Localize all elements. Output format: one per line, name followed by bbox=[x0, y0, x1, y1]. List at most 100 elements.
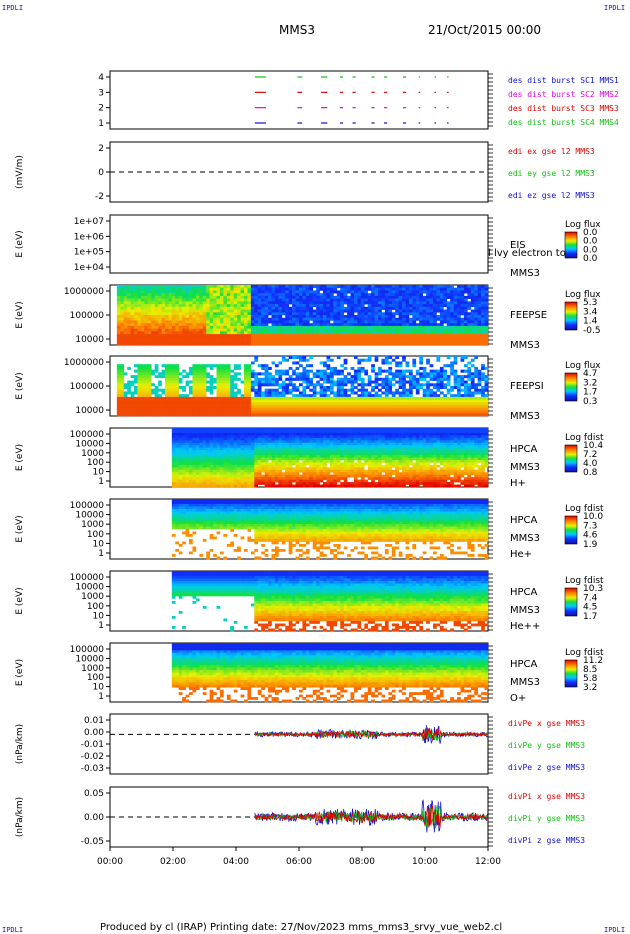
heatmap-cell bbox=[223, 482, 228, 485]
heatmap-cell bbox=[206, 334, 210, 338]
heatmap-cell bbox=[274, 304, 279, 308]
heatmap-cell bbox=[450, 336, 454, 340]
heatmap-cell bbox=[178, 477, 183, 480]
heatmap-cell bbox=[439, 325, 444, 329]
heatmap-cell bbox=[158, 320, 162, 324]
heatmap-cell bbox=[391, 320, 396, 324]
heatmap-cell bbox=[189, 482, 193, 485]
heatmap-cell bbox=[360, 293, 365, 297]
heatmap-cell bbox=[195, 386, 200, 390]
heatmap-cell bbox=[185, 309, 190, 313]
heatmap-cell bbox=[319, 334, 324, 338]
heatmap-cell bbox=[326, 342, 331, 346]
heatmap-cell bbox=[429, 306, 434, 310]
heatmap-cell bbox=[302, 413, 307, 417]
heatmap-cell bbox=[353, 331, 358, 335]
heatmap-cell bbox=[295, 320, 300, 324]
heatmap-cell bbox=[147, 298, 152, 302]
heatmap-cell bbox=[374, 306, 379, 310]
heatmap-cell bbox=[422, 295, 427, 299]
heatmap-cell bbox=[450, 369, 454, 373]
heatmap-cell bbox=[302, 399, 307, 403]
heatmap-cell bbox=[271, 336, 276, 340]
heatmap-cell bbox=[433, 315, 437, 319]
heatmap-cell bbox=[477, 301, 482, 305]
heatmap-cell bbox=[391, 315, 396, 319]
heatmap-cell bbox=[371, 402, 375, 406]
heatmap-cell bbox=[134, 334, 138, 338]
heatmap-cell bbox=[429, 375, 434, 379]
heatmap-cell bbox=[309, 293, 314, 297]
heatmap-cell bbox=[192, 394, 197, 398]
heatmap-cell bbox=[171, 452, 176, 456]
heatmap-cell bbox=[223, 394, 228, 398]
heatmap-cell bbox=[323, 325, 327, 329]
heatmap-cell bbox=[415, 339, 420, 343]
heatmap-cell bbox=[158, 405, 162, 409]
heatmap-cell bbox=[240, 328, 245, 332]
heatmap-cell bbox=[305, 301, 310, 305]
heatmap-cell bbox=[123, 342, 128, 346]
heatmap-cell bbox=[384, 342, 389, 346]
heatmap-cell bbox=[443, 328, 448, 332]
heatmap-cell bbox=[134, 315, 138, 319]
heatmap-cell bbox=[240, 312, 245, 316]
heatmap-cell bbox=[378, 394, 382, 398]
heatmap-cell bbox=[185, 394, 190, 398]
heatmap-cell bbox=[264, 455, 269, 458]
heatmap-cell bbox=[219, 388, 224, 392]
heatmap-cell bbox=[446, 320, 451, 324]
heatmap-cell bbox=[134, 342, 138, 346]
heatmap-cell bbox=[223, 388, 228, 392]
heatmap-cell bbox=[305, 377, 310, 381]
heatmap-cell bbox=[123, 394, 128, 398]
heatmap-cell bbox=[219, 447, 224, 451]
heatmap-cell bbox=[213, 309, 217, 313]
heatmap-cell bbox=[402, 301, 406, 305]
heatmap-cell bbox=[134, 331, 138, 335]
heatmap-cell bbox=[195, 455, 200, 458]
heatmap-cell bbox=[467, 293, 472, 297]
heatmap-cell bbox=[433, 293, 437, 297]
heatmap-cell bbox=[216, 285, 221, 289]
heatmap-cell bbox=[164, 325, 169, 329]
heatmap-cell bbox=[134, 328, 138, 332]
heatmap-cell bbox=[209, 472, 214, 476]
heatmap-cell bbox=[415, 405, 420, 409]
heatmap-cell bbox=[171, 459, 176, 463]
heatmap-cell bbox=[470, 386, 475, 390]
heatmap-cell bbox=[175, 372, 180, 376]
heatmap-cell bbox=[381, 339, 386, 343]
heatmap-cell bbox=[274, 377, 279, 381]
heatmap-cell bbox=[285, 325, 289, 329]
heatmap-cell bbox=[446, 339, 451, 343]
heatmap-cell bbox=[123, 383, 128, 387]
heatmap-cell bbox=[395, 402, 399, 406]
heatmap-cell bbox=[470, 383, 475, 387]
heatmap-cell bbox=[436, 325, 441, 329]
heatmap-cell bbox=[305, 328, 310, 332]
heatmap-cell bbox=[230, 484, 235, 488]
heatmap-cell bbox=[144, 396, 149, 400]
heatmap-cell bbox=[378, 331, 382, 335]
heatmap-cell bbox=[292, 331, 296, 335]
heatmap-cell bbox=[127, 410, 131, 414]
heatmap-cell bbox=[250, 484, 255, 488]
heatmap-cell bbox=[202, 432, 207, 436]
heatmap-cell bbox=[185, 462, 190, 466]
heatmap-cell bbox=[158, 388, 162, 392]
heatmap-cell bbox=[470, 315, 475, 319]
heatmap-cell bbox=[130, 309, 135, 313]
heatmap-cell bbox=[254, 380, 259, 384]
heatmap-cell bbox=[340, 394, 344, 398]
heatmap-cell bbox=[247, 386, 252, 390]
heatmap-cell bbox=[340, 396, 344, 400]
heatmap-cell bbox=[481, 315, 485, 319]
heatmap-cell bbox=[470, 320, 475, 324]
heatmap-cell bbox=[130, 391, 135, 395]
heatmap-cell bbox=[467, 405, 472, 409]
heatmap-cell bbox=[202, 369, 207, 373]
heatmap-cell bbox=[254, 472, 259, 476]
heatmap-cell bbox=[127, 323, 131, 327]
heatmap-cell bbox=[299, 298, 303, 302]
